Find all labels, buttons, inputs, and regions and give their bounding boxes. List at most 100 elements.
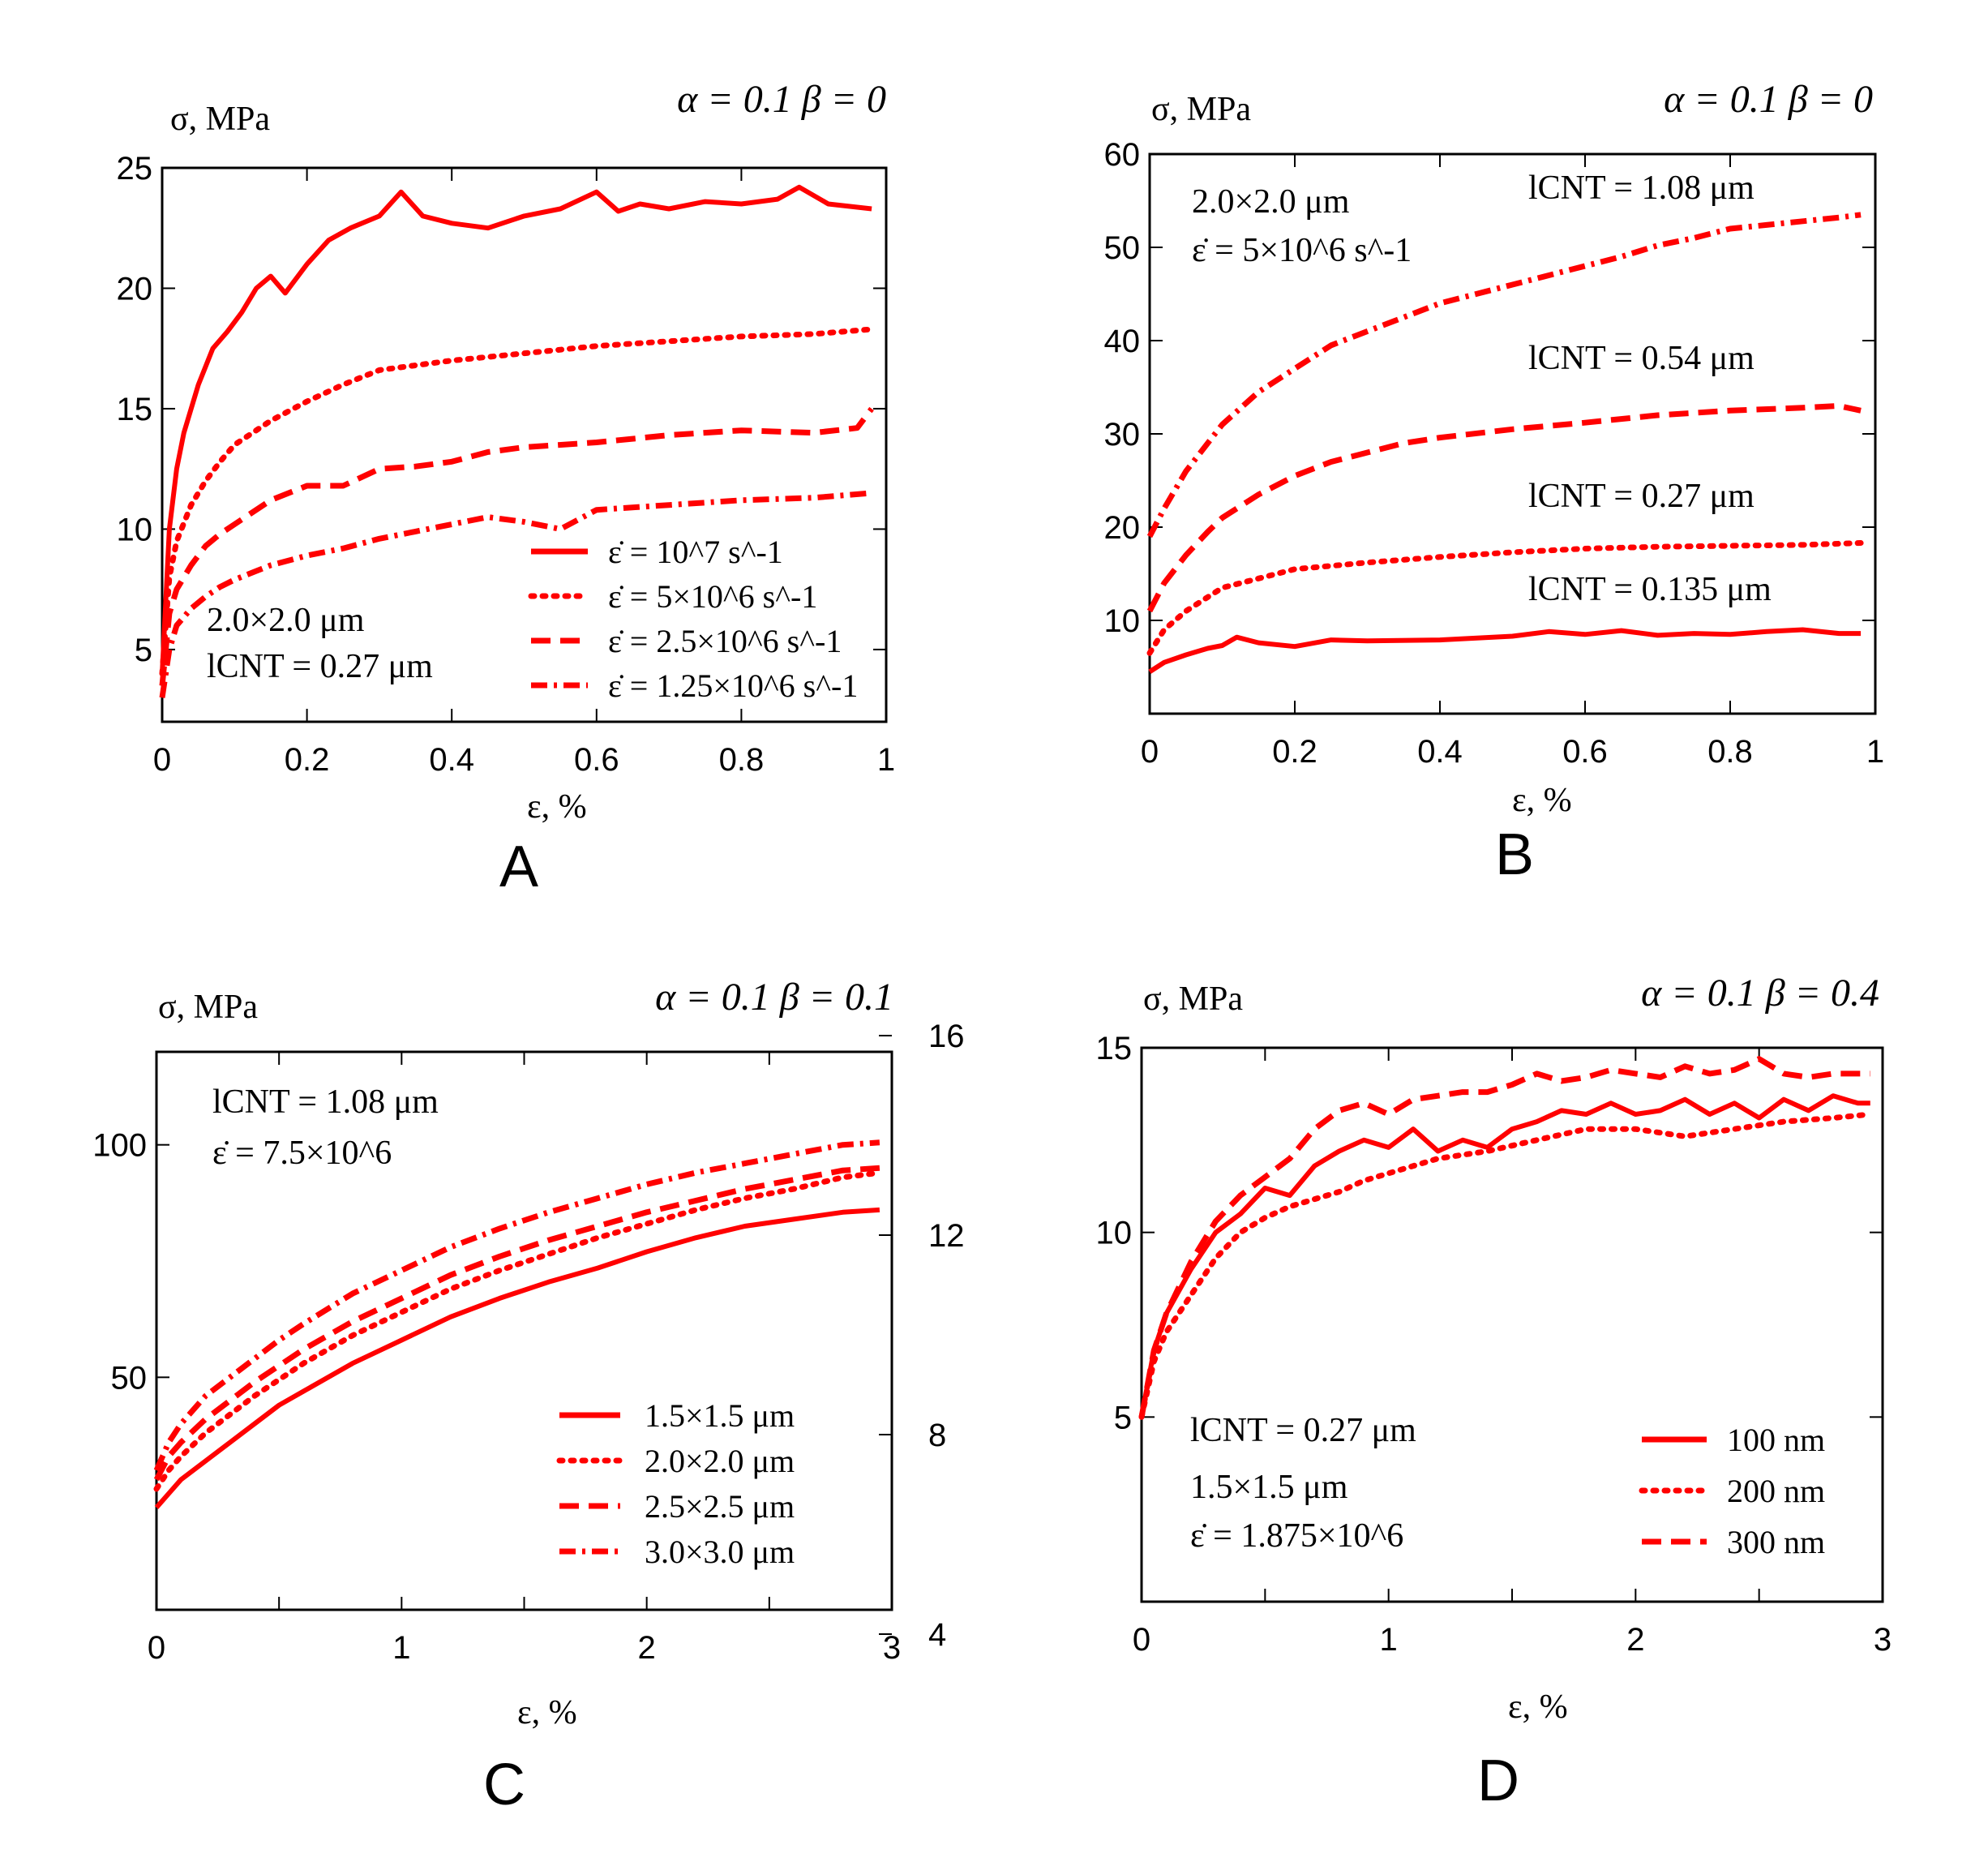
legend: ε̇ = 10^7 s^-1 ε̇ = 5×10^6 s^-1 ε̇ = 2.5×1…	[528, 534, 858, 704]
panel-label: D	[1477, 1748, 1519, 1813]
annotation: ε̇ = 7.5×10^6	[212, 1135, 392, 1172]
x-tick-label: 0	[1133, 1622, 1150, 1658]
parameter-label: α = 0.1 β = 0.1	[655, 976, 893, 1019]
parameter-label: α = 0.1 β = 0	[677, 78, 886, 121]
x-tick-label: 1	[392, 1630, 410, 1666]
panel-label: B	[1495, 822, 1534, 887]
x-tick-label: 0.8	[1707, 734, 1753, 770]
y-tick-label: 40	[1104, 324, 1141, 359]
y-tick-label: 10	[117, 512, 153, 547]
right-y-tick-label: 4	[928, 1617, 946, 1653]
y-tick-label: 5	[1114, 1400, 1132, 1435]
annotation: lCNT = 0.27 μm	[1190, 1412, 1416, 1449]
series-label-4: lCNT = 0.135 μm	[1528, 571, 1772, 608]
series-line-1	[160, 184, 872, 674]
legend-label-1: ε̇ = 10^7 s^-1	[608, 534, 783, 570]
legend: 100 nm 200 nm 300 nm	[1639, 1422, 1825, 1560]
x-tick-label: 1	[1380, 1622, 1398, 1658]
parameter-label: α = 0.1 β = 0	[1664, 78, 1873, 121]
series-line-3	[1138, 1056, 1870, 1418]
legend-label-3: 300 nm	[1727, 1524, 1825, 1560]
legend-label-3: 2.5×2.5 μm	[645, 1488, 795, 1525]
right-y-tick-label: 8	[928, 1418, 946, 1453]
legend-label-3: ε̇ = 2.5×10^6 s^-1	[608, 623, 842, 659]
right-y-tick-label: 12	[928, 1218, 965, 1254]
y-axis-label: σ, MPa	[170, 101, 270, 138]
legend: 1.5×1.5 μm 2.0×2.0 μm 2.5×2.5 μm 3.0×3.0 μm	[556, 1397, 795, 1570]
panel-label: A	[499, 834, 538, 899]
series-line-3	[153, 1165, 880, 1482]
parameter-label: α = 0.1 β = 0.4	[1641, 972, 1879, 1015]
x-tick-label: 2	[638, 1630, 656, 1666]
legend-label-2: 200 nm	[1727, 1473, 1825, 1509]
series-line-1	[1139, 1093, 1870, 1418]
x-axis-label: ε, %	[1512, 782, 1572, 819]
y-tick-label: 10	[1096, 1216, 1133, 1251]
y-tick-label: 15	[1096, 1031, 1133, 1066]
x-tick-label: 0.6	[574, 742, 619, 778]
series-line-1	[154, 1207, 880, 1509]
legend-label-1: 1.5×1.5 μm	[645, 1397, 795, 1434]
series-line-2	[1146, 403, 1862, 613]
x-tick-label: 0.4	[1417, 734, 1463, 770]
y-tick-label: 20	[1104, 510, 1141, 546]
panel-b: 0 0.2 0.4 0.6 0.8 1 10 20 30 40 50 60 σ, MPa ε, % α = …	[1104, 78, 1885, 887]
series-line-4	[159, 490, 872, 698]
annotation: ε̇ = 5×10^6 s^-1	[1192, 232, 1412, 269]
legend-label-2: 2.0×2.0 μm	[645, 1443, 795, 1479]
series-label-3: lCNT = 0.27 μm	[1528, 478, 1754, 515]
series-line-2	[159, 326, 875, 677]
annotation: 1.5×1.5 μm	[1190, 1469, 1348, 1506]
y-tick-label: 25	[117, 151, 153, 187]
y-tick-label: 60	[1104, 137, 1141, 173]
series-line-4	[1148, 627, 1862, 674]
x-axis-label: ε, %	[517, 1694, 577, 1731]
annotation: lCNT = 1.08 μm	[212, 1083, 439, 1121]
annotation: 2.0×2.0 μm	[1192, 183, 1350, 221]
series-line-2	[1138, 1111, 1874, 1420]
series-line-3	[1146, 540, 1864, 656]
series-label-2: lCNT = 0.54 μm	[1528, 340, 1754, 377]
y-tick-label: 50	[1104, 230, 1141, 266]
y-tick-label: 5	[135, 633, 152, 668]
series-line-2	[153, 1169, 883, 1492]
legend-label-1: 100 nm	[1727, 1422, 1825, 1458]
y-axis-label: σ, MPa	[1151, 91, 1251, 128]
x-tick-label: 0	[1141, 734, 1159, 770]
x-tick-label: 3	[883, 1630, 901, 1666]
x-tick-label: 1	[877, 742, 895, 778]
series-label-1: lCNT = 1.08 μm	[1528, 169, 1754, 207]
series-line-3	[159, 406, 874, 686]
y-tick-label: 20	[117, 271, 153, 307]
legend-label-4: ε̇ = 1.25×10^6 s^-1	[608, 667, 858, 704]
x-tick-label: 0	[148, 1630, 165, 1666]
x-tick-label: 0.4	[429, 742, 474, 778]
x-tick-label: 0.8	[719, 742, 765, 778]
x-axis-label: ε, %	[527, 788, 587, 826]
x-tick-label: 0.2	[1272, 734, 1317, 770]
legend-label-2: ε̇ = 5×10^6 s^-1	[608, 578, 817, 615]
x-tick-label: 0.2	[285, 742, 330, 778]
y-tick-label: 30	[1104, 417, 1141, 453]
x-tick-label: 2	[1626, 1622, 1644, 1658]
panel-label: C	[483, 1753, 525, 1817]
plot-frame	[161, 166, 888, 723]
x-tick-label: 1	[1866, 734, 1884, 770]
x-tick-label: 0	[153, 742, 171, 778]
y-axis-label: σ, MPa	[158, 989, 258, 1026]
annotation: ε̇ = 1.875×10^6	[1190, 1517, 1403, 1555]
x-tick-label: 0.6	[1562, 734, 1608, 770]
panel-d: 0 1 2 3 5 10 15 σ, MPa ε, % α = 0.1 β = 0.4 DlCNT …	[1096, 972, 1892, 1813]
x-tick-label: 3	[1874, 1622, 1892, 1658]
right-y-tick-label: 16	[928, 1019, 965, 1054]
series-line-1	[1146, 212, 1862, 538]
x-axis-label: ε, %	[1508, 1688, 1568, 1726]
y-tick-label: 100	[92, 1128, 147, 1164]
annotation: lCNT = 0.27 μm	[207, 648, 433, 685]
y-tick-label: 15	[117, 392, 153, 427]
y-axis-label: σ, MPa	[1143, 980, 1243, 1018]
y-tick-label: 10	[1104, 603, 1141, 639]
